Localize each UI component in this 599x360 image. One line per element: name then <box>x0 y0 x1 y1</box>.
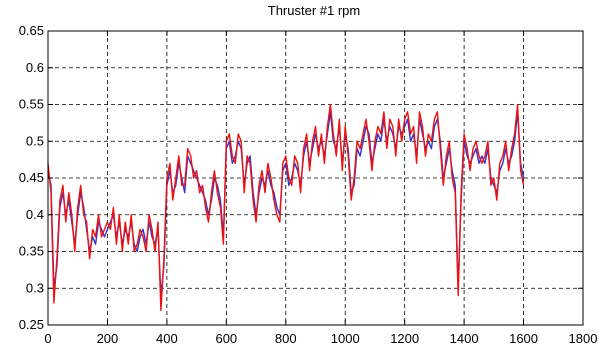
x-tick-label: 200 <box>97 331 119 346</box>
y-axis: 0.25 0.3 0.35 0.4 0.45 0.5 0.55 0.6 0.65 <box>19 23 583 332</box>
x-tick-label: 1800 <box>569 331 598 346</box>
y-tick-label: 0.35 <box>19 244 44 259</box>
y-tick-label: 0.4 <box>26 207 44 222</box>
series-layer <box>47 103 525 311</box>
series-line-2 <box>47 103 525 311</box>
y-tick-label: 0.3 <box>26 280 44 295</box>
x-tick-label: 1400 <box>450 331 479 346</box>
y-tick-label: 0.55 <box>19 97 44 112</box>
x-axis: 0 200 400 600 800 1000 1200 1400 1600 1800 <box>44 31 597 346</box>
x-tick-label: 800 <box>275 331 297 346</box>
chart-title: Thruster #1 rpm <box>268 3 360 18</box>
x-tick-label: 600 <box>215 331 237 346</box>
x-tick-label: 400 <box>156 331 178 346</box>
x-tick-label: 0 <box>44 331 51 346</box>
y-tick-label: 0.6 <box>26 60 44 75</box>
y-tick-label: 0.45 <box>19 170 44 185</box>
x-tick-label: 1200 <box>390 331 419 346</box>
y-tick-label: 0.65 <box>19 23 44 38</box>
y-tick-label: 0.25 <box>19 317 44 332</box>
x-tick-label: 1600 <box>509 331 538 346</box>
y-tick-label: 0.5 <box>26 133 44 148</box>
x-tick-label: 1000 <box>331 331 360 346</box>
